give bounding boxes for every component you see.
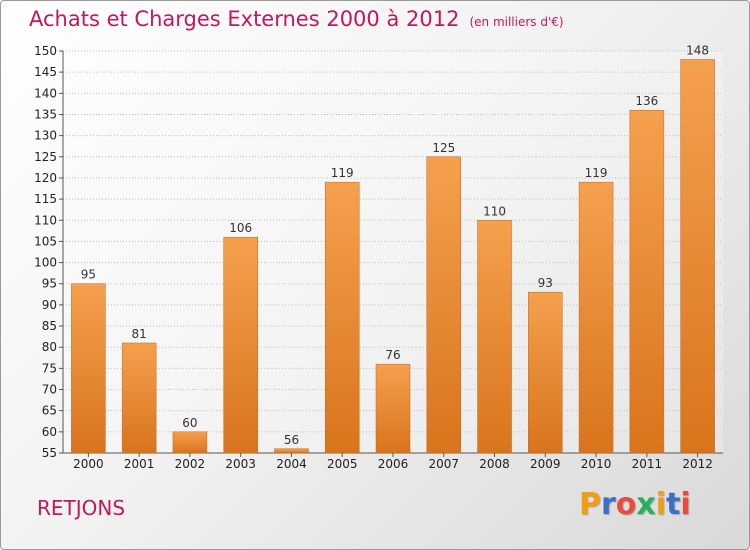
bar <box>121 342 157 454</box>
x-tick-label: 2001 <box>124 457 155 471</box>
bar-value-label: 81 <box>132 327 147 341</box>
bar-value-label: 56 <box>284 433 299 447</box>
brand-letter: o <box>615 487 637 522</box>
x-tick-label: 2009 <box>530 457 561 471</box>
y-tick-label: 150 <box>34 44 57 58</box>
bar <box>274 448 309 454</box>
y-tick-label: 60 <box>42 425 57 439</box>
bar <box>477 220 512 454</box>
chart-title-text: Achats et Charges Externes 2000 à 2012 <box>29 7 460 31</box>
y-tick-label: 110 <box>34 213 57 227</box>
y-tick-label: 145 <box>34 65 57 79</box>
y-tick-label: 100 <box>34 256 57 270</box>
x-tick-label: 2010 <box>581 457 612 471</box>
y-tick-label: 130 <box>34 129 57 143</box>
brand-letter: t <box>666 487 681 522</box>
y-tick-label: 85 <box>42 319 57 333</box>
bar-value-label: 95 <box>81 268 96 282</box>
bar <box>426 156 462 454</box>
x-tick-label: 2011 <box>632 457 663 471</box>
y-tick-label: 70 <box>42 383 57 397</box>
x-tick-label: 2003 <box>225 457 256 471</box>
y-tick-label: 75 <box>42 361 57 375</box>
bar <box>629 109 665 454</box>
bar <box>528 291 563 454</box>
bar-value-label: 76 <box>385 348 400 362</box>
bar <box>324 181 360 454</box>
chart-unit: (en milliers d'€) <box>469 15 564 29</box>
y-tick-label: 125 <box>34 150 57 164</box>
bar-value-label: 93 <box>538 276 553 290</box>
x-tick-label: 2005 <box>327 457 358 471</box>
bar-value-label: 60 <box>182 416 197 430</box>
bar <box>680 59 715 454</box>
bar-value-label: 110 <box>483 204 506 218</box>
x-tick-label: 2012 <box>682 457 713 471</box>
brand-letter: r <box>601 487 616 522</box>
x-tick-label: 2008 <box>479 457 510 471</box>
bar <box>71 283 106 454</box>
y-tick-label: 90 <box>42 298 57 312</box>
bar-value-label: 148 <box>686 43 709 57</box>
x-tick-label: 2007 <box>428 457 459 471</box>
y-tick-label: 140 <box>34 86 57 100</box>
x-tick-label: 2006 <box>378 457 409 471</box>
bar-value-label: 125 <box>432 141 455 155</box>
brand-letter: P <box>579 487 601 522</box>
y-tick-label: 135 <box>34 107 57 121</box>
chart-title: Achats et Charges Externes 2000 à 2012 (e… <box>29 7 564 31</box>
bar <box>223 236 258 454</box>
bar-value-label: 119 <box>585 166 608 180</box>
x-tick-label: 2002 <box>175 457 206 471</box>
bar-value-label: 136 <box>635 94 658 108</box>
y-tick-label: 120 <box>34 171 57 185</box>
bar-value-label: 106 <box>229 221 252 235</box>
brand-letter: i <box>655 487 667 522</box>
bar <box>578 181 614 454</box>
brand-logo: Proxiti <box>579 487 691 522</box>
y-tick-label: 95 <box>42 277 57 291</box>
commune-name: RETJONS <box>37 496 126 520</box>
x-tick-label: 2004 <box>276 457 307 471</box>
y-tick-label: 80 <box>42 340 57 354</box>
y-tick-label: 65 <box>42 404 57 418</box>
bar-value-label: 119 <box>331 166 354 180</box>
bar <box>172 431 208 454</box>
y-tick-label: 55 <box>42 446 57 460</box>
x-tick-label: 2000 <box>73 457 104 471</box>
bar <box>375 363 411 454</box>
brand-letter: x <box>636 487 656 522</box>
y-tick-label: 105 <box>34 234 57 248</box>
y-tick-label: 115 <box>34 192 57 206</box>
brand-letter: i <box>680 487 691 522</box>
